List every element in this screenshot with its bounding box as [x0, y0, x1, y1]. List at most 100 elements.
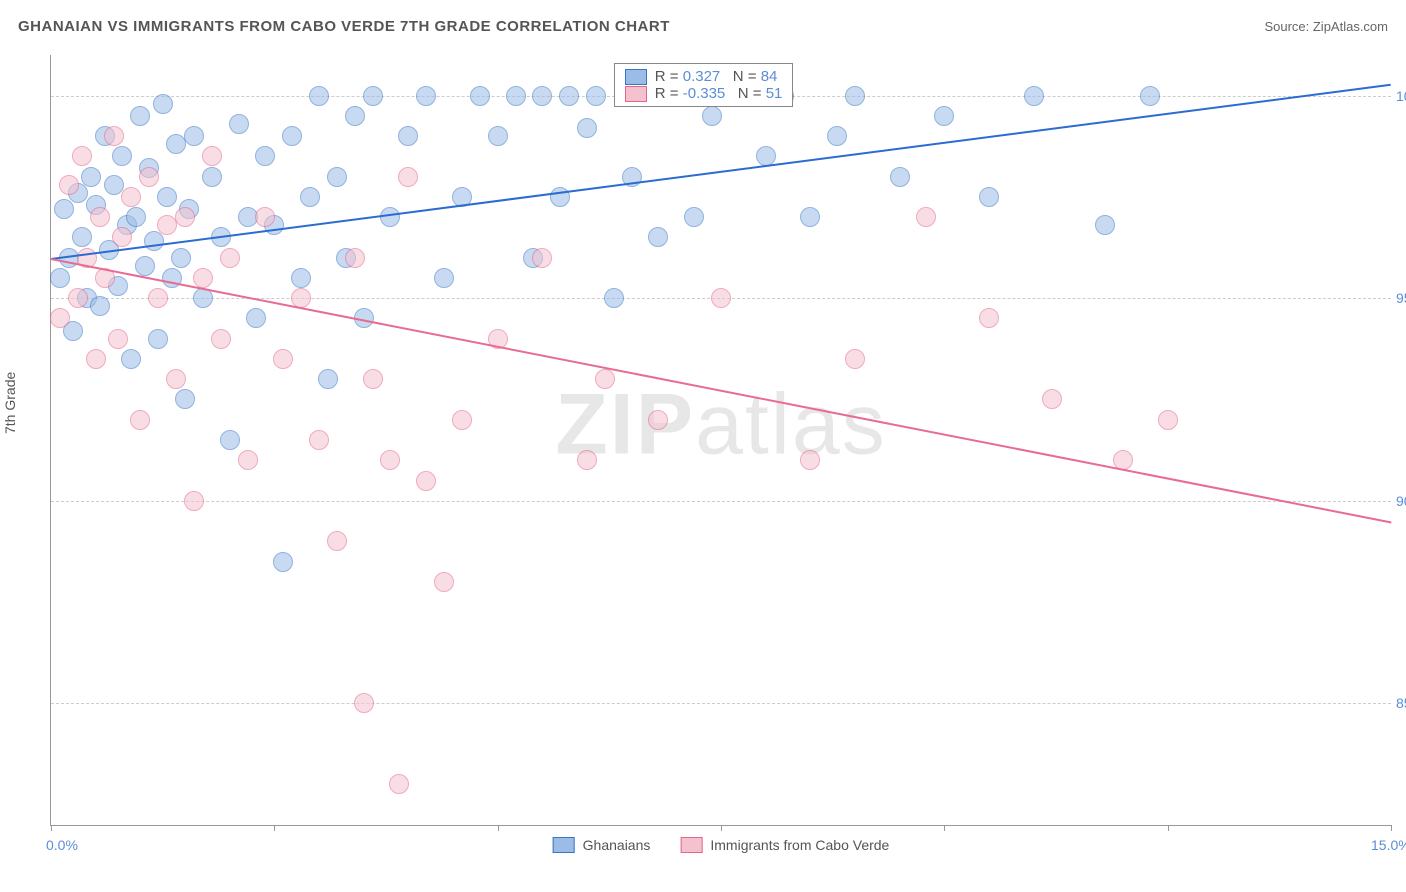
- scatter-point: [50, 268, 70, 288]
- scatter-point: [416, 471, 436, 491]
- scatter-point: [559, 86, 579, 106]
- scatter-point: [711, 288, 731, 308]
- y-tick-label: 95.0%: [1396, 290, 1406, 306]
- scatter-point: [648, 410, 668, 430]
- scatter-point: [890, 167, 910, 187]
- scatter-point: [979, 308, 999, 328]
- scatter-chart: ZIPatlas 85.0%90.0%95.0%100.0%0.0%15.0%R…: [50, 55, 1391, 826]
- x-tick: [1168, 825, 1169, 831]
- scatter-point: [604, 288, 624, 308]
- x-tick-label: 15.0%: [1371, 837, 1406, 853]
- scatter-point: [72, 227, 92, 247]
- x-tick: [51, 825, 52, 831]
- scatter-point: [255, 207, 275, 227]
- scatter-point: [175, 389, 195, 409]
- trend-line: [51, 83, 1391, 259]
- scatter-point: [380, 450, 400, 470]
- scatter-point: [90, 207, 110, 227]
- scatter-point: [532, 86, 552, 106]
- y-tick-label: 100.0%: [1396, 88, 1406, 104]
- scatter-point: [148, 288, 168, 308]
- legend-swatch: [625, 69, 647, 85]
- legend-swatch: [553, 837, 575, 853]
- source-link[interactable]: ZipAtlas.com: [1313, 19, 1388, 34]
- scatter-point: [389, 774, 409, 794]
- scatter-point: [166, 369, 186, 389]
- scatter-point: [845, 86, 865, 106]
- source-prefix: Source:: [1264, 19, 1312, 34]
- scatter-point: [1095, 215, 1115, 235]
- scatter-point: [171, 248, 191, 268]
- source-attribution: Source: ZipAtlas.com: [1264, 19, 1388, 34]
- scatter-point: [532, 248, 552, 268]
- x-tick: [944, 825, 945, 831]
- scatter-point: [126, 207, 146, 227]
- scatter-point: [104, 175, 124, 195]
- gridline: [51, 501, 1391, 502]
- scatter-point: [1140, 86, 1160, 106]
- scatter-point: [398, 126, 418, 146]
- scatter-point: [202, 146, 222, 166]
- legend-swatch: [680, 837, 702, 853]
- scatter-point: [220, 248, 240, 268]
- series-legend-item: Immigrants from Cabo Verde: [680, 837, 889, 853]
- x-tick: [498, 825, 499, 831]
- scatter-point: [380, 207, 400, 227]
- scatter-point: [300, 187, 320, 207]
- scatter-point: [488, 126, 508, 146]
- scatter-point: [148, 329, 168, 349]
- scatter-point: [309, 430, 329, 450]
- scatter-point: [845, 349, 865, 369]
- scatter-point: [50, 308, 70, 328]
- series-legend: Ghanaians Immigrants from Cabo Verde: [553, 837, 890, 853]
- series-legend-item: Ghanaians: [553, 837, 651, 853]
- scatter-point: [586, 86, 606, 106]
- legend-text: R = -0.335 N = 51: [655, 85, 783, 102]
- y-axis-label: 7th Grade: [2, 372, 18, 434]
- scatter-point: [255, 146, 275, 166]
- series-name: Immigrants from Cabo Verde: [710, 837, 889, 853]
- scatter-point: [86, 349, 106, 369]
- chart-header: GHANAIAN VS IMMIGRANTS FROM CABO VERDE 7…: [18, 18, 1388, 35]
- scatter-point: [282, 126, 302, 146]
- scatter-point: [327, 531, 347, 551]
- scatter-point: [139, 167, 159, 187]
- scatter-point: [452, 410, 472, 430]
- scatter-point: [318, 369, 338, 389]
- legend-row: R = -0.335 N = 51: [625, 85, 783, 102]
- scatter-point: [595, 369, 615, 389]
- scatter-point: [309, 86, 329, 106]
- scatter-point: [577, 118, 597, 138]
- scatter-point: [291, 268, 311, 288]
- scatter-point: [238, 450, 258, 470]
- scatter-point: [184, 491, 204, 511]
- y-tick-label: 85.0%: [1396, 695, 1406, 711]
- scatter-point: [121, 349, 141, 369]
- scatter-point: [800, 207, 820, 227]
- scatter-point: [434, 572, 454, 592]
- scatter-point: [363, 369, 383, 389]
- y-tick-label: 90.0%: [1396, 493, 1406, 509]
- scatter-point: [202, 167, 222, 187]
- x-tick: [274, 825, 275, 831]
- scatter-point: [684, 207, 704, 227]
- scatter-point: [68, 288, 88, 308]
- scatter-point: [470, 86, 490, 106]
- correlation-legend: R = 0.327 N = 84R = -0.335 N = 51: [614, 63, 794, 107]
- scatter-point: [273, 349, 293, 369]
- scatter-point: [220, 430, 240, 450]
- scatter-point: [648, 227, 668, 247]
- scatter-point: [345, 106, 365, 126]
- x-tick: [721, 825, 722, 831]
- scatter-point: [345, 248, 365, 268]
- legend-swatch: [625, 86, 647, 102]
- scatter-point: [81, 167, 101, 187]
- scatter-point: [363, 86, 383, 106]
- scatter-point: [827, 126, 847, 146]
- scatter-point: [130, 106, 150, 126]
- scatter-point: [184, 126, 204, 146]
- scatter-point: [1158, 410, 1178, 430]
- scatter-point: [108, 329, 128, 349]
- x-tick-label: 0.0%: [46, 837, 78, 853]
- scatter-point: [112, 146, 132, 166]
